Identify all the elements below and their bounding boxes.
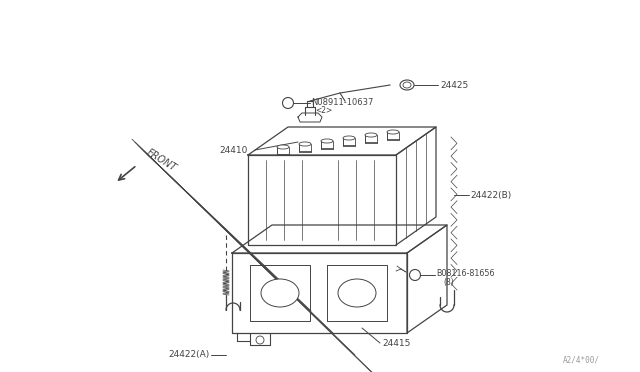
Ellipse shape [365,133,377,137]
Text: N: N [285,100,291,106]
Text: (8): (8) [443,278,454,286]
Ellipse shape [321,139,333,143]
Ellipse shape [299,142,311,146]
Ellipse shape [400,80,414,90]
Circle shape [282,97,294,109]
Ellipse shape [277,145,289,149]
Text: FRONT: FRONT [145,147,179,173]
Ellipse shape [338,279,376,307]
Ellipse shape [343,136,355,140]
Circle shape [256,336,264,344]
Text: 24410: 24410 [220,145,248,154]
Text: <2>: <2> [315,106,332,115]
Ellipse shape [261,279,299,307]
Text: B: B [412,272,418,278]
Text: N08911-10637: N08911-10637 [311,97,373,106]
Text: 24425: 24425 [440,80,468,90]
Ellipse shape [387,130,399,134]
Text: 24422(A): 24422(A) [169,350,210,359]
Circle shape [410,269,420,280]
Text: 24422(B): 24422(B) [470,190,511,199]
Text: A2/4*00/: A2/4*00/ [563,356,600,365]
Text: 24415: 24415 [382,339,410,347]
Ellipse shape [403,82,411,88]
Text: B08116-81656: B08116-81656 [436,269,495,279]
